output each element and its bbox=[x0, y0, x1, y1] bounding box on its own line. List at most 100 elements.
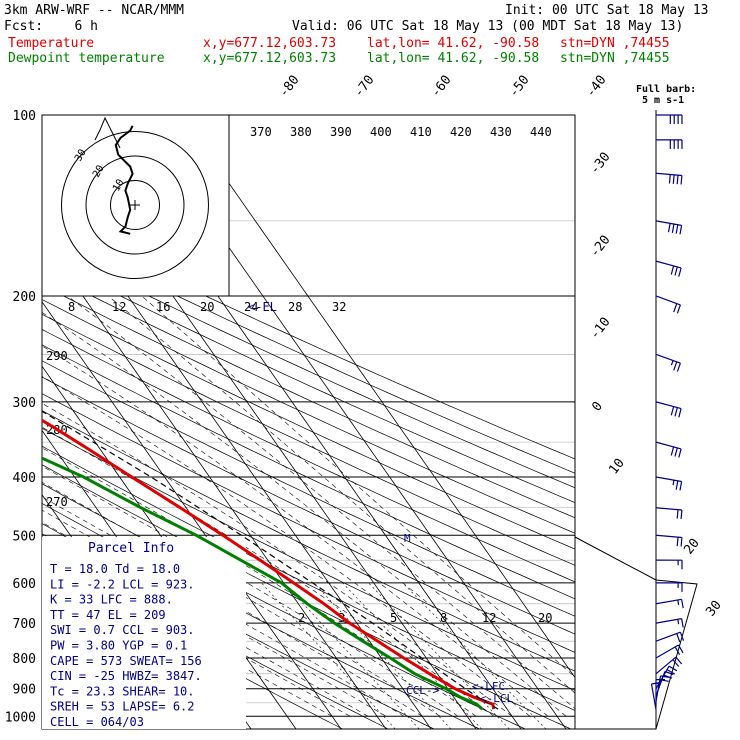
theta-label: 430 bbox=[490, 125, 512, 139]
parcel-info-row: Tc = 23.3 SHEAR= 10. bbox=[50, 684, 195, 698]
theta-label: 440 bbox=[530, 125, 552, 139]
parcel-info-row: CELL = 064/03 bbox=[50, 715, 144, 729]
isotherm bbox=[0, 115, 26, 729]
isotherm-label: -70 bbox=[351, 73, 377, 101]
barb-key-line2: 5 m s-1 bbox=[642, 95, 684, 106]
wind-barb bbox=[656, 114, 683, 124]
wind-barb bbox=[655, 220, 683, 235]
dry-adiabat bbox=[42, 216, 575, 460]
parcel-info-row: SWI = 0.7 CCL = 903. bbox=[50, 623, 195, 637]
pressure-label-700: 700 bbox=[13, 617, 36, 632]
hodograph-ring-label: 20 bbox=[91, 164, 107, 180]
pseudo-adiabat-label: 270 bbox=[46, 495, 68, 509]
dry-adiabat bbox=[42, 256, 575, 504]
lcl-marker: <-LCL bbox=[480, 692, 513, 705]
pressure-label-400: 400 bbox=[13, 471, 36, 486]
isotherm bbox=[42, 301, 342, 729]
dry-adiabat bbox=[42, 410, 575, 672]
hodograph-ring bbox=[85, 155, 185, 255]
mixing-label-top: 28 bbox=[288, 300, 302, 314]
wind-barb bbox=[655, 353, 681, 372]
hodograph-trace-upper bbox=[94, 116, 121, 149]
hodograph-ring-label: 30 bbox=[73, 148, 89, 164]
isotherm-label: 20 bbox=[681, 536, 702, 558]
isotherm bbox=[180, 115, 575, 679]
parcel-info-row: T = 18.0 Td = 18.0 bbox=[50, 562, 180, 576]
temperature-latlon: lat,lon= 41.62, -90.58 bbox=[367, 36, 540, 51]
pressure-label-900: 900 bbox=[13, 683, 36, 698]
wind-barb bbox=[655, 401, 682, 418]
wind-barb bbox=[655, 618, 684, 628]
pressure-label-300: 300 bbox=[13, 396, 36, 411]
dry-adiabat bbox=[42, 393, 575, 653]
isotherm-label: -80 bbox=[276, 73, 302, 101]
wind-barb bbox=[655, 139, 683, 149]
wind-barb bbox=[655, 631, 685, 643]
pressure-label-200: 200 bbox=[13, 290, 36, 305]
pressure-label-800: 800 bbox=[13, 652, 36, 667]
dry-adiabat bbox=[42, 229, 575, 474]
mixing-label-top: 20 bbox=[200, 300, 214, 314]
forecast-hour: Fcst: 6 h bbox=[4, 19, 98, 34]
temperature-station: stn=DYN ,74455 bbox=[560, 36, 670, 51]
lfc-marker: <-LFC bbox=[472, 680, 505, 693]
mixing-label-bottom: 5 bbox=[390, 611, 397, 625]
valid-time: Valid: 06 UTC Sat 18 May 13 (00 MDT Sat … bbox=[292, 19, 684, 34]
dry-adiabat bbox=[42, 242, 575, 489]
dry-adiabat bbox=[42, 427, 575, 691]
isotherm-label: -30 bbox=[587, 150, 613, 178]
wind-barb bbox=[655, 260, 682, 277]
wind-barb bbox=[655, 598, 684, 609]
pressure-label-100: 100 bbox=[13, 109, 36, 124]
ccl-marker: CCL-> bbox=[406, 684, 439, 697]
mixing-ratio-line bbox=[283, 582, 420, 729]
isotherm-label: -20 bbox=[587, 233, 613, 261]
theta-label: 410 bbox=[410, 125, 432, 139]
mixing-label-bottom: 8 bbox=[440, 611, 447, 625]
dewpoint-legend-label: Dewpoint temperature bbox=[8, 51, 165, 66]
mixing-label-top: 8 bbox=[68, 300, 75, 314]
level-markers: <-EL <-LFC<-LCL CCL-> M bbox=[248, 300, 513, 705]
parcel-info-title: Parcel Info bbox=[88, 541, 174, 556]
dry-adiabat bbox=[42, 360, 575, 617]
dry-adiabat bbox=[42, 376, 575, 635]
pressure-label-1000: 1000 bbox=[5, 710, 36, 725]
isotherm-label: -60 bbox=[428, 73, 454, 101]
mixing-label-top: 24 bbox=[244, 300, 258, 314]
dry-adiabat bbox=[42, 344, 575, 600]
parcel-info-row: SREH = 53 LAPSE= 6.2 bbox=[50, 700, 195, 714]
wind-barb bbox=[655, 665, 678, 690]
series-dewpoint-temperature bbox=[42, 456, 484, 711]
dry-adiabat bbox=[42, 329, 575, 583]
isotherm-label: 0 bbox=[589, 399, 606, 414]
parcel-info-row: TT = 47 EL = 209 bbox=[50, 608, 166, 622]
isotherm-label: -10 bbox=[587, 315, 613, 343]
hodograph-ring bbox=[61, 131, 209, 279]
freezing-marker: M bbox=[404, 532, 411, 545]
barb-key-line1: Full barb: bbox=[636, 84, 696, 95]
frame-extension bbox=[574, 536, 698, 730]
mixing-ratio-line bbox=[261, 582, 396, 729]
wind-barbs: Full barb:5 m s-1 bbox=[636, 84, 696, 729]
theta-label: 400 bbox=[370, 125, 392, 139]
hodograph-trace bbox=[114, 125, 134, 235]
mixing-label-top: 32 bbox=[332, 300, 346, 314]
isotherm-label: 10 bbox=[606, 456, 627, 478]
dry-adiabat bbox=[42, 270, 575, 519]
dry-adiabat bbox=[42, 313, 575, 566]
parcel-info-row: PW = 3.80 YGP = 0.1 bbox=[50, 639, 187, 653]
wind-barb bbox=[655, 172, 683, 185]
mixing-label-top: 12 bbox=[112, 300, 126, 314]
mixing-ratio-line bbox=[342, 582, 482, 729]
parcel-info-row: CIN = -25 HWBZ= 3847. bbox=[50, 669, 202, 683]
dewpoint-latlon: lat,lon= 41.62, -90.58 bbox=[367, 51, 540, 66]
temperature-legend-label: Temperature bbox=[8, 36, 95, 51]
wind-barb bbox=[655, 534, 683, 547]
wind-barb bbox=[655, 476, 683, 491]
init-time: Init: 00 UTC Sat 18 May 13 bbox=[505, 3, 709, 18]
pseudo-adiabat-label: 290 bbox=[46, 349, 68, 363]
wind-barb bbox=[655, 507, 683, 520]
mixing-label-bottom: 12 bbox=[482, 611, 496, 625]
